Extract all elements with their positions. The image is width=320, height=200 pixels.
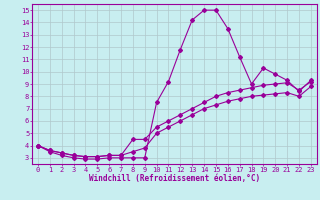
X-axis label: Windchill (Refroidissement éolien,°C): Windchill (Refroidissement éolien,°C) <box>89 174 260 183</box>
